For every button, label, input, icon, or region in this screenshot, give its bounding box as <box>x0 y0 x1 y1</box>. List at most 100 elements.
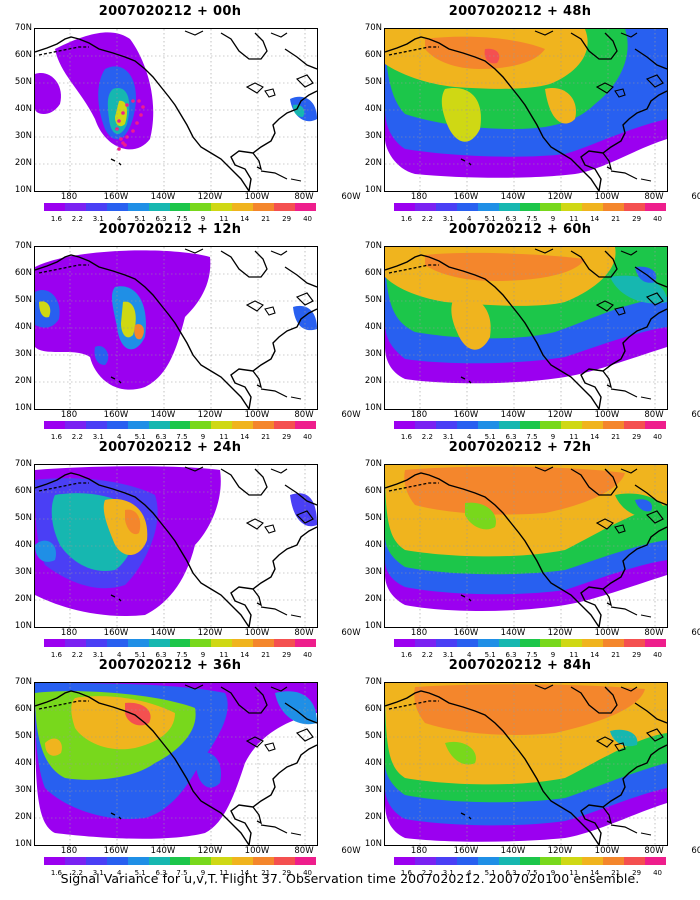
map-frame <box>384 464 668 628</box>
latitude-label: 30N <box>14 567 32 577</box>
colorbar-label: 1.6 <box>400 215 413 223</box>
latitude-label: 40N <box>364 758 382 768</box>
longitude-label: 120W <box>197 628 223 638</box>
panel-title: 2007020212 + 00h <box>98 4 242 19</box>
longitude-label: 160W <box>103 628 129 638</box>
flight-track-dot <box>117 119 121 123</box>
colorbar-swatch <box>148 857 170 865</box>
latitude-label: 60N <box>14 268 32 278</box>
colorbar-swatch <box>456 421 478 429</box>
colorbar-label: 7.5 <box>526 215 538 223</box>
colorbar-label: 4 <box>466 651 472 659</box>
panel-title: 2007020212 + 12h <box>98 222 242 237</box>
map-panel-36h: 2007020212 + 36h 70N 60N 50N 40N 30N 20N 10N 180… <box>0 658 361 877</box>
colorbar-swatch <box>274 857 296 865</box>
longitude-label: 100W <box>594 846 620 856</box>
colorbar-swatch <box>561 857 583 865</box>
colorbar-swatch <box>85 857 107 865</box>
colorbar-label: 5.1 <box>484 215 496 223</box>
colorbar-label: 6.3 <box>155 869 167 877</box>
longitude-label: 100W <box>244 628 270 638</box>
longitude-label: 140W <box>150 192 176 202</box>
colorbar-swatch <box>540 857 562 865</box>
colorbar-label: 2.2 <box>71 651 83 659</box>
colorbar-swatch <box>274 421 296 429</box>
colorbar-label: 40 <box>653 215 662 223</box>
latitude-label: 20N <box>364 812 382 822</box>
colorbar-swatch <box>435 857 457 865</box>
colorbar-label: 9 <box>550 869 556 877</box>
colorbar-label: 6.3 <box>155 433 167 441</box>
latitude-label: 40N <box>14 104 32 114</box>
flight-track-dot <box>141 105 145 109</box>
colorbar-label: 2.2 <box>421 651 433 659</box>
colorbar-label: 21 <box>611 433 621 441</box>
longitude-label: 80W <box>644 846 664 856</box>
colorbar-swatch <box>645 203 666 211</box>
colorbar-label: 6.3 <box>505 215 517 223</box>
colorbar-label: 21 <box>611 651 621 659</box>
latitude-label: 60N <box>14 704 32 714</box>
longitude-label: 80W <box>294 628 314 638</box>
colorbar-swatch <box>603 203 625 211</box>
longitude-label: 120W <box>547 846 573 856</box>
variance-map <box>385 247 667 409</box>
variance-contour-fill <box>103 499 148 555</box>
longitude-label: 160W <box>453 192 479 202</box>
map-panel-60h: 2007020212 + 60h 70N 60N 50N 40N 30N 20N 10N 180… <box>350 222 700 441</box>
latitude-label: 50N <box>364 77 382 87</box>
colorbar-swatch <box>106 203 128 211</box>
colorbar-label: 3.1 <box>442 651 454 659</box>
colorbar-swatch <box>498 421 520 429</box>
variance-contour-fill <box>445 741 476 765</box>
colorbar <box>394 421 666 429</box>
colorbar-label: 5.1 <box>484 869 496 877</box>
panel-title: 2007020212 + 72h <box>448 440 592 455</box>
colorbar-swatch <box>603 857 625 865</box>
longitude-label: 100W <box>594 192 620 202</box>
variance-contour-fill <box>465 502 496 530</box>
colorbar-label: 2.2 <box>71 869 83 877</box>
latitude-label: 50N <box>364 295 382 305</box>
longitude-label: 80W <box>644 192 664 202</box>
variance-contour-fill <box>71 696 175 750</box>
latitude-label: 30N <box>364 131 382 141</box>
latitude-label: 50N <box>14 731 32 741</box>
colorbar <box>394 203 666 211</box>
colorbar-swatch <box>295 421 316 429</box>
colorbar-swatch <box>295 857 316 865</box>
latitude-label: 40N <box>14 758 32 768</box>
latitude-label: 30N <box>364 785 382 795</box>
colorbar-swatch <box>394 421 415 429</box>
map-frame <box>384 28 668 192</box>
variance-map <box>385 29 667 191</box>
latitude-label: 70N <box>14 677 32 687</box>
longitude-label: 60W <box>691 628 700 638</box>
latitude-label: 70N <box>364 241 382 251</box>
variance-contour-fill <box>293 104 305 117</box>
colorbar-swatch <box>85 421 107 429</box>
colorbar <box>394 857 666 865</box>
colorbar-swatch <box>414 203 436 211</box>
variance-contour-fill <box>610 275 667 304</box>
colorbar-swatch <box>253 639 275 647</box>
colorbar-label: 2.2 <box>71 433 83 441</box>
colorbar-swatch <box>44 421 65 429</box>
map-frame <box>34 246 318 410</box>
colorbar-label: 6.3 <box>155 215 167 223</box>
latitude-label: 50N <box>14 295 32 305</box>
variance-contour-fill <box>451 296 491 350</box>
variance-contour-fill <box>404 466 625 515</box>
longitude-label: 180 <box>60 192 78 202</box>
latitude-label: 60N <box>14 486 32 496</box>
colorbar-label: 21 <box>261 869 271 877</box>
colorbar-label: 21 <box>261 651 271 659</box>
colorbar-swatch <box>456 639 478 647</box>
colorbar-label: 21 <box>611 215 621 223</box>
variance-contour-fill <box>625 68 667 100</box>
colorbar-swatch <box>64 639 86 647</box>
panel-title: 2007020212 + 24h <box>98 440 242 455</box>
latitude-label: 30N <box>364 349 382 359</box>
colorbar-swatch <box>64 857 86 865</box>
colorbar-label: 11 <box>569 215 579 223</box>
